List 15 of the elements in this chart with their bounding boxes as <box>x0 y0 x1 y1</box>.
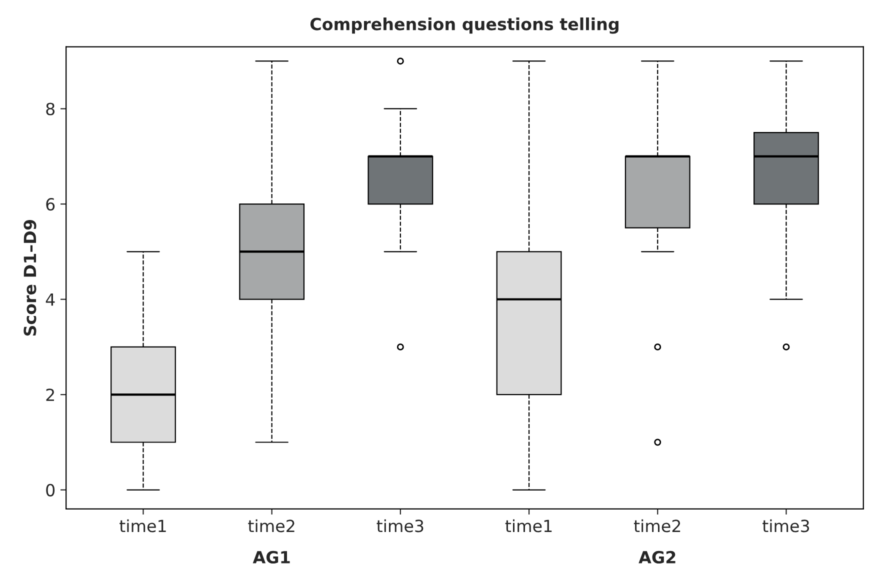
x-tick-label: time3 <box>762 519 810 532</box>
y-tick-label: 8 <box>46 102 55 116</box>
x-tick-label: time2 <box>634 519 680 532</box>
y-tick-label: 6 <box>46 198 55 211</box>
y-tick-label: 2 <box>46 388 54 401</box>
text: AG2 <box>638 550 676 564</box>
x-tick-label: time3 <box>376 519 424 532</box>
x-tick-label: time1 <box>505 519 552 532</box>
x-tick-label: time2 <box>248 519 294 532</box>
y-axis-title: Score D1–D9 <box>24 220 36 336</box>
x-tick-label: time1 <box>120 519 166 532</box>
chart-title: Comprehension questions telling <box>310 17 618 34</box>
text: AG1 <box>252 550 290 564</box>
y-tick-label: 4 <box>46 293 55 306</box>
y-tick-label: 0 <box>46 484 55 496</box>
